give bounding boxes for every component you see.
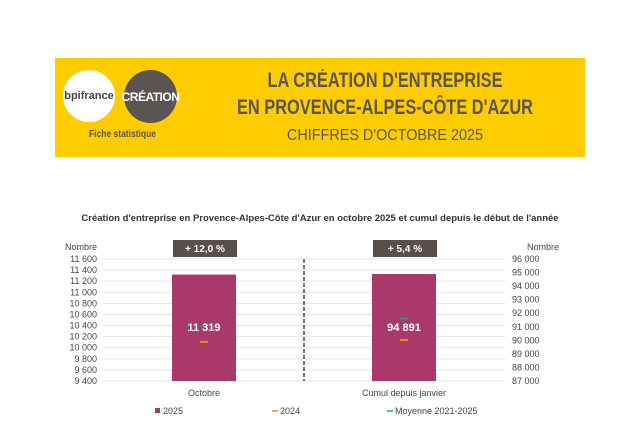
y-label-left: Nombre <box>65 242 97 252</box>
value-label: 11 319 <box>187 322 220 334</box>
creation-logo: CRÉATION <box>121 70 180 123</box>
y-tick-right: 92 000 <box>512 308 540 318</box>
y-tick-left: 10 200 <box>69 332 97 342</box>
y-tick-right: 89 000 <box>512 349 540 359</box>
value-label: 94 891 <box>387 322 421 334</box>
y-tick-left: 10 800 <box>69 298 97 308</box>
y-tick-right: 88 000 <box>512 362 540 372</box>
legend-label: Moyenne 2021-2025 <box>395 406 478 416</box>
y-tick-left: 11 600 <box>70 254 97 264</box>
bpifrance-logo: bpifrance <box>63 70 115 122</box>
category-label: Octobre <box>188 388 220 398</box>
change-badge <box>373 240 437 257</box>
y-tick-left: 11 200 <box>70 276 97 286</box>
y-tick-left: 10 000 <box>69 343 97 353</box>
subtitle: Fiche statistique <box>88 129 157 140</box>
y-tick-right: 91 000 <box>512 322 540 332</box>
chart-title: Création d'entreprise en Provence-Alpes-… <box>81 213 559 224</box>
header-banner: bpifrance CRÉATION Fiche statistique LA … <box>55 58 585 157</box>
legend-label: 2025 <box>163 406 183 416</box>
y-tick-left: 9 800 <box>74 354 97 364</box>
y-tick-left: 9 400 <box>74 376 97 386</box>
y-tick-right: 95 000 <box>512 268 540 278</box>
y-tick-left: 10 400 <box>69 321 97 331</box>
y-tick-right: 87 000 <box>512 376 540 386</box>
y-tick-left: 10 600 <box>69 309 97 319</box>
y-tick-left: 11 400 <box>70 265 97 275</box>
title-line-2: EN PROVENCE-ALPES-CÔTE D'AZUR <box>236 96 534 119</box>
bar-2025 <box>372 274 436 381</box>
y-tick-left: 11 000 <box>70 287 97 297</box>
y-tick-right: 96 000 <box>512 254 540 264</box>
y-tick-right: 94 000 <box>512 281 540 291</box>
y-tick-right: 93 000 <box>512 295 540 305</box>
period: CHIFFRES D'OCTOBRE 2025 <box>286 127 484 144</box>
category-label: Cumul depuis janvier <box>362 388 446 398</box>
title-line-1: LA CRÉATION D'ENTREPRISE <box>267 69 503 92</box>
legend-swatch-2025 <box>155 408 160 413</box>
bpifrance-logo-text: bpifrance <box>64 90 114 102</box>
y-label-right: Nombre <box>527 242 559 252</box>
y-tick-left: 9 600 <box>74 365 97 375</box>
legend-label: 2024 <box>280 406 300 416</box>
change-badge-text: + 5,4 % <box>388 244 422 255</box>
change-badge-text: + 12,0 % <box>185 244 225 255</box>
y-tick-right: 90 000 <box>512 335 540 345</box>
bar-2025 <box>172 274 236 381</box>
change-badge <box>173 240 237 257</box>
creation-logo-text: CRÉATION <box>121 89 180 104</box>
